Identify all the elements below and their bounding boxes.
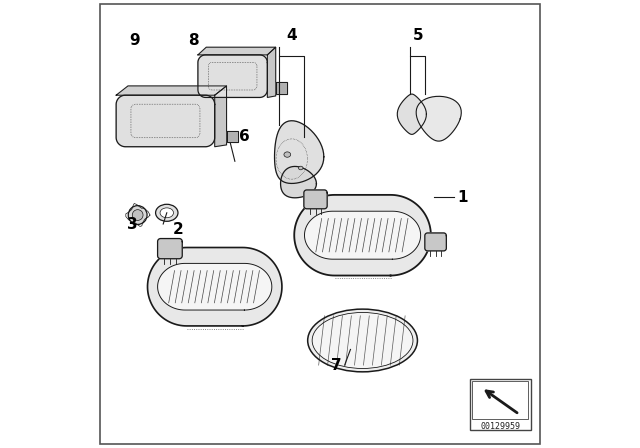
Polygon shape [280,167,316,198]
Polygon shape [205,138,215,147]
Polygon shape [268,47,276,98]
Polygon shape [305,211,420,259]
Text: 8: 8 [188,33,198,48]
Polygon shape [116,95,215,147]
Polygon shape [294,195,431,276]
Polygon shape [198,55,268,98]
Text: 5: 5 [413,28,424,43]
Polygon shape [215,86,227,147]
Polygon shape [198,90,205,98]
Polygon shape [416,96,461,141]
Text: 4: 4 [287,28,297,43]
Polygon shape [275,121,324,183]
Polygon shape [116,86,227,95]
Ellipse shape [132,210,143,220]
Polygon shape [276,82,287,94]
Polygon shape [260,90,268,98]
Polygon shape [397,94,426,134]
Text: 7: 7 [332,358,342,373]
Text: 9: 9 [130,33,140,48]
Ellipse shape [128,206,147,224]
Polygon shape [157,238,182,258]
Polygon shape [148,247,282,326]
Polygon shape [157,263,272,310]
Ellipse shape [156,204,178,221]
Polygon shape [304,190,327,209]
Polygon shape [116,95,125,104]
Polygon shape [198,55,268,98]
Polygon shape [116,95,215,147]
Text: 6: 6 [239,129,250,144]
Ellipse shape [298,166,303,170]
Polygon shape [198,55,205,63]
Ellipse shape [308,309,417,372]
Polygon shape [116,138,125,147]
Ellipse shape [160,208,173,218]
Polygon shape [205,95,215,104]
Ellipse shape [312,313,413,368]
Polygon shape [425,233,446,251]
Bar [470,379,531,430]
Bar [472,381,528,419]
Text: 1: 1 [458,190,468,205]
Text: 00129959: 00129959 [480,422,520,431]
Text: 2: 2 [173,222,184,237]
Ellipse shape [284,152,291,157]
Polygon shape [198,47,276,55]
Polygon shape [227,131,237,142]
Text: 3: 3 [127,217,138,233]
Polygon shape [260,55,268,63]
